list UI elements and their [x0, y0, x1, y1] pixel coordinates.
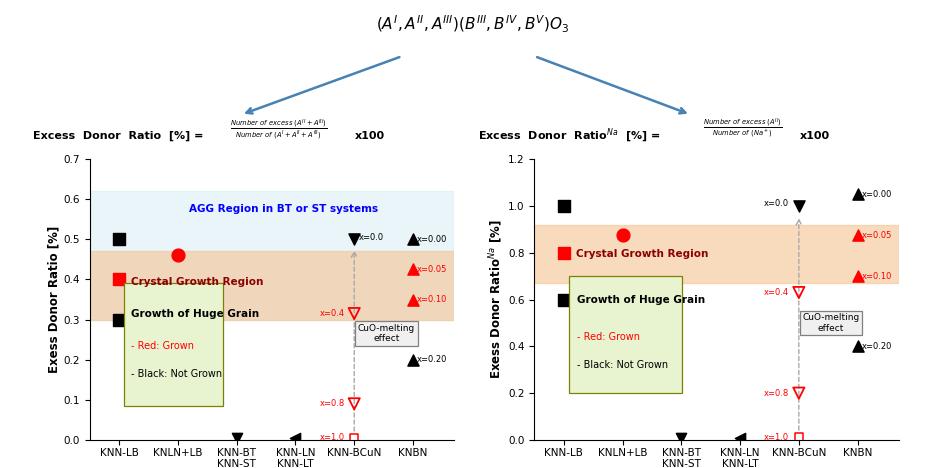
Text: $\mathit{\frac{Number\ of\ excess\ (A^{II})}{Number\ of\ (Na^+)}}$: $\mathit{\frac{Number\ of\ excess\ (A^{I… — [703, 117, 782, 140]
Point — [791, 289, 806, 296]
Text: x=0.20: x=0.20 — [417, 355, 447, 364]
Text: Growth of Huge Grain: Growth of Huge Grain — [131, 308, 259, 319]
Text: x=1.0: x=1.0 — [320, 433, 345, 442]
FancyBboxPatch shape — [124, 284, 222, 406]
Bar — [90, 191, 454, 320]
Text: CuO-melting
effect: CuO-melting effect — [802, 313, 860, 333]
Text: x=0.00: x=0.00 — [862, 190, 892, 199]
Text: x=0.0: x=0.0 — [359, 233, 383, 242]
Text: x=0.8: x=0.8 — [320, 399, 345, 408]
Point — [112, 276, 127, 283]
Text: - Black: Not Grown: - Black: Not Grown — [577, 360, 668, 370]
Text: - Black: Not Grown: - Black: Not Grown — [131, 369, 222, 379]
Text: x=0.00: x=0.00 — [417, 235, 447, 244]
Text: x=0.4: x=0.4 — [763, 288, 789, 297]
Text: x=0.05: x=0.05 — [417, 265, 447, 274]
FancyBboxPatch shape — [569, 276, 682, 393]
Point — [229, 434, 244, 442]
Text: Crystal Growth Region: Crystal Growth Region — [575, 249, 708, 259]
Point — [346, 310, 361, 317]
Text: - Red: Grown: - Red: Grown — [131, 341, 194, 351]
Text: x=0.05: x=0.05 — [862, 231, 892, 240]
Point — [112, 235, 127, 243]
Y-axis label: Exess Donor Ratio$^{Na}$ [%]: Exess Donor Ratio$^{Na}$ [%] — [487, 219, 505, 380]
Point — [112, 316, 127, 323]
Point — [850, 272, 866, 280]
Y-axis label: Exess Donor Ratio [%]: Exess Donor Ratio [%] — [48, 226, 61, 373]
Text: $(A^I,A^{II},A^{III})(B^{III},B^{IV},B^V)O_3$: $(A^I,A^{II},A^{III})(B^{III},B^{IV},B^V… — [377, 14, 569, 35]
Point — [674, 434, 689, 441]
Point — [850, 232, 866, 239]
Text: - Red: Grown: - Red: Grown — [577, 332, 639, 342]
Text: x=0.20: x=0.20 — [862, 342, 892, 351]
Text: $\mathit{\frac{Number\ of\ excess\ (A^{II}+A^{III})}{Number\ of\ (A^I+A^{II}+A^{: $\mathit{\frac{Number\ of\ excess\ (A^{I… — [230, 117, 328, 141]
Point — [732, 434, 747, 441]
Point — [346, 400, 361, 408]
Point — [346, 235, 361, 243]
Text: x=0.4: x=0.4 — [320, 309, 345, 318]
Point — [556, 249, 571, 256]
Text: Excess  Donor  Ratio$^{Na}$  [%] =: Excess Donor Ratio$^{Na}$ [%] = — [478, 127, 661, 145]
Point — [791, 202, 806, 210]
Point — [556, 296, 571, 303]
Point — [346, 434, 361, 442]
Point — [615, 232, 630, 239]
Point — [406, 356, 421, 364]
Text: x100: x100 — [799, 131, 830, 141]
Text: Growth of Huge Grain: Growth of Huge Grain — [577, 294, 705, 305]
Text: AGG Region in BT or ST systems: AGG Region in BT or ST systems — [189, 204, 378, 214]
Text: x=1.0: x=1.0 — [763, 433, 789, 442]
Text: x100: x100 — [355, 131, 385, 141]
Bar — [90, 251, 454, 320]
Point — [406, 296, 421, 303]
Point — [406, 235, 421, 243]
Text: x=0.8: x=0.8 — [763, 388, 789, 398]
Text: Crystal Growth Region: Crystal Growth Region — [131, 278, 263, 287]
Point — [791, 389, 806, 397]
Point — [850, 343, 866, 350]
Text: x=0.0: x=0.0 — [763, 199, 789, 208]
Point — [791, 434, 806, 441]
Point — [288, 434, 303, 442]
Text: x=0.10: x=0.10 — [417, 295, 447, 304]
Point — [406, 266, 421, 273]
Point — [850, 190, 866, 198]
Point — [556, 202, 571, 210]
Text: x=0.10: x=0.10 — [862, 271, 892, 281]
Text: CuO-melting
effect: CuO-melting effect — [358, 324, 415, 344]
Point — [170, 252, 185, 259]
Bar — [534, 225, 899, 283]
Text: Excess  Donor  Ratio  [%] =: Excess Donor Ratio [%] = — [33, 131, 207, 141]
